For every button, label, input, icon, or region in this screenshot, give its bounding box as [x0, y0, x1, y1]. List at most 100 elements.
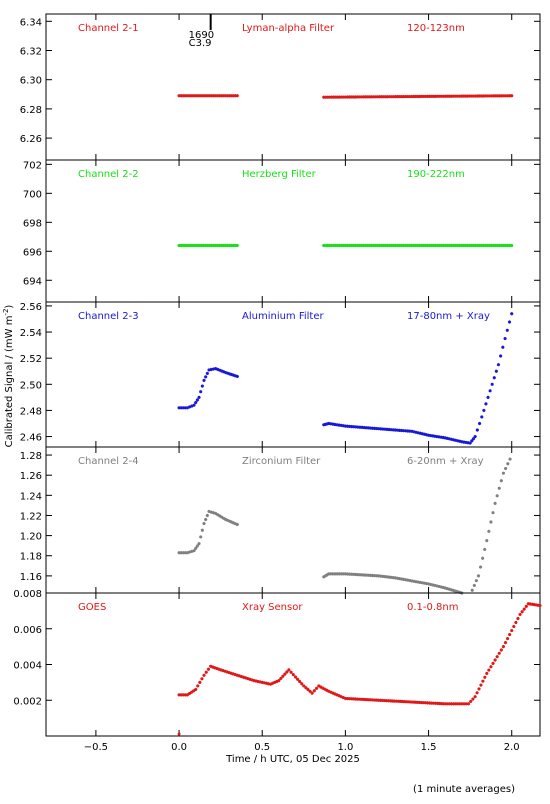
panel4-ytick-label: 1.26	[20, 471, 42, 482]
panel4-series1-point	[199, 535, 203, 539]
panel1-series2-point	[340, 95, 344, 99]
panel1-series2-point	[328, 95, 332, 99]
panel4-series1-point	[231, 521, 235, 525]
panel3-series2-point	[408, 429, 412, 433]
panel4-ytick-label: 1.24	[20, 491, 42, 502]
panel3-series2-point	[370, 426, 375, 430]
panel1-series1-point	[227, 94, 231, 98]
panel3-series2-point	[451, 438, 456, 442]
panel1-series2-point	[360, 95, 364, 99]
panel5-series1-point	[427, 701, 432, 705]
panel4-ytick-label: 1.16	[20, 572, 42, 583]
panel5-series1-point	[528, 602, 532, 606]
panel4-series2-point	[449, 588, 454, 592]
panel2-series2-point	[472, 243, 476, 248]
panel4-series2-point	[420, 581, 424, 585]
panel3-series2-point	[486, 395, 490, 399]
panel4-series2-point	[368, 573, 372, 577]
panel2-series2-point	[344, 243, 348, 248]
panel3-series2-point	[325, 422, 329, 426]
panel5-series1-point	[289, 670, 293, 674]
panel5-series1-point	[345, 696, 349, 701]
panel3-series2-point	[379, 427, 383, 431]
panel1-ytick-label: 6.28	[20, 105, 42, 116]
panel3-series2-point	[445, 436, 449, 440]
panel4-series2-point	[389, 575, 393, 579]
panel1-series2-point	[452, 94, 456, 98]
panel2-series2-point	[396, 243, 400, 248]
panel4-series2-point	[325, 573, 329, 577]
panel5-series1-point	[396, 699, 400, 703]
panel5-series1-point	[514, 620, 518, 625]
panel5-series1-point	[347, 697, 351, 701]
panel5-series1-point	[458, 702, 462, 706]
panel5-series1-point	[390, 699, 394, 703]
panel4-series2-point	[383, 575, 387, 579]
panel5-series1-point	[367, 698, 371, 702]
panel1-series2-point	[458, 94, 462, 98]
panel5-ytick-label: 0.006	[13, 625, 42, 636]
panel5-series1-point	[237, 674, 241, 678]
panel3-series2-point	[383, 427, 387, 431]
panel2-series1-point	[181, 243, 185, 248]
panel4-series2-point	[476, 574, 481, 578]
panel5-series1-point	[231, 672, 235, 676]
panel3-series2-point	[391, 428, 395, 432]
panel5-series1-point	[319, 685, 323, 689]
panel5-series1-point	[379, 698, 383, 702]
panel4-series2-point	[358, 573, 362, 577]
panel3-series2-point	[393, 428, 397, 432]
panel5-series1-point	[204, 670, 208, 674]
panel5-series1-point	[422, 701, 426, 705]
panel1-series1-point	[233, 94, 237, 98]
panel2-series2-point	[490, 243, 494, 248]
panel3-series2-point	[352, 425, 356, 429]
panel5-series1-point	[402, 700, 406, 704]
panel2-series2-point	[440, 243, 444, 248]
panel3-series1-point	[179, 406, 183, 410]
panel4-series2-point	[474, 579, 478, 583]
panel5-series1-point	[526, 602, 530, 606]
panel5-series1-point	[487, 668, 491, 672]
panel5-series1-point	[183, 693, 187, 697]
panel3-ytick-label: 2.52	[20, 354, 42, 365]
panel5-series1-point	[453, 702, 458, 706]
panel4-series2-point	[354, 572, 358, 577]
panel2-series2-point	[338, 243, 342, 248]
goes-origin-dot	[177, 732, 181, 736]
panel5-series1-point	[363, 697, 367, 702]
panel3-series1-point	[220, 369, 224, 373]
panel2-series2-point	[500, 243, 504, 248]
panel4-series1-point	[220, 515, 224, 519]
panel2-ytick-label: 700	[23, 189, 42, 200]
panel5-series1-point	[497, 651, 501, 655]
panel2-series2-point	[388, 243, 392, 248]
panel5-series1-point	[179, 693, 183, 697]
panel4-series1-point	[190, 549, 194, 553]
panel3-series2-point	[466, 441, 470, 445]
panel1-series1-point	[205, 94, 209, 98]
panel2-channel-label: Channel 2-2	[78, 169, 139, 180]
panel4-series2-point	[412, 579, 416, 583]
panel5-series1-point	[380, 698, 385, 703]
panel5-series1-point	[536, 603, 540, 607]
panel3-series1-point	[185, 406, 189, 410]
panel3-series2-point	[488, 389, 492, 393]
panel3-series2-point	[339, 423, 343, 428]
panel1-series2-point	[468, 94, 472, 98]
panel5-series1-point	[298, 679, 302, 684]
panel2-series2-point	[328, 243, 332, 248]
panel1-series2-point	[436, 94, 440, 98]
panel4-series2-point	[327, 572, 331, 576]
y-axis-label: Calibrated Signal / (mW m-2)	[2, 305, 15, 448]
panel3-series2-point	[329, 422, 333, 426]
panel1-series2-point	[404, 94, 408, 99]
x-tick-label: 0.5	[254, 742, 270, 753]
panel5-series1-point	[233, 672, 237, 677]
panel2-series2-point	[432, 243, 436, 248]
panel4-series2-point	[339, 572, 343, 576]
panel2-series2-point	[414, 243, 418, 248]
panel3-series2-point	[335, 423, 339, 427]
panel3-series2-point	[470, 439, 474, 443]
panel3-series1-point	[205, 371, 209, 376]
